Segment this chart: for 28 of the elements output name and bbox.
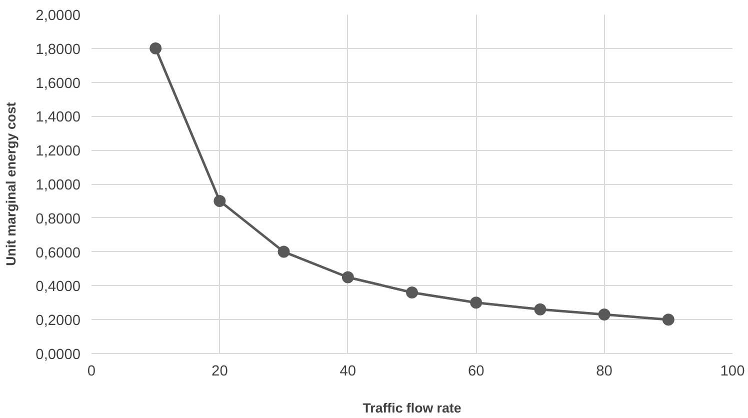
x-tick-label: 0 — [87, 364, 96, 380]
x-axis-title: Traffic flow rate — [362, 400, 462, 416]
y-tick-label: 1,6000 — [36, 76, 80, 92]
point — [150, 42, 162, 54]
point — [662, 314, 674, 326]
point — [534, 303, 546, 316]
point — [214, 194, 226, 207]
y-tick-label: 0,6000 — [36, 245, 80, 262]
point — [598, 308, 610, 321]
point — [342, 271, 354, 284]
y-tick-label: 2,0000 — [36, 8, 80, 24]
y-axis-title: Unit marginal energy cost — [4, 102, 19, 266]
y-tick-label: 1,2000 — [36, 144, 80, 160]
x-tick-label: 40 — [340, 364, 356, 380]
y-tick-label: 0,2000 — [36, 313, 80, 330]
y-tick-label: 0,0000 — [36, 347, 80, 363]
point — [278, 246, 290, 258]
point — [406, 286, 418, 298]
y-tick-label: 0,4000 — [36, 279, 80, 296]
x-tick-label: 60 — [468, 364, 484, 380]
y-tick-label: 1,8000 — [36, 42, 80, 58]
y-tick-label: 1,4000 — [36, 110, 80, 126]
y-tick-label: 0,8000 — [36, 211, 80, 228]
point — [470, 296, 482, 309]
x-tick-label: 80 — [596, 364, 612, 380]
x-tick-label: 100 — [720, 364, 745, 380]
x-tick-label: 20 — [212, 364, 228, 380]
y-tick-label: 1,0000 — [36, 178, 80, 194]
